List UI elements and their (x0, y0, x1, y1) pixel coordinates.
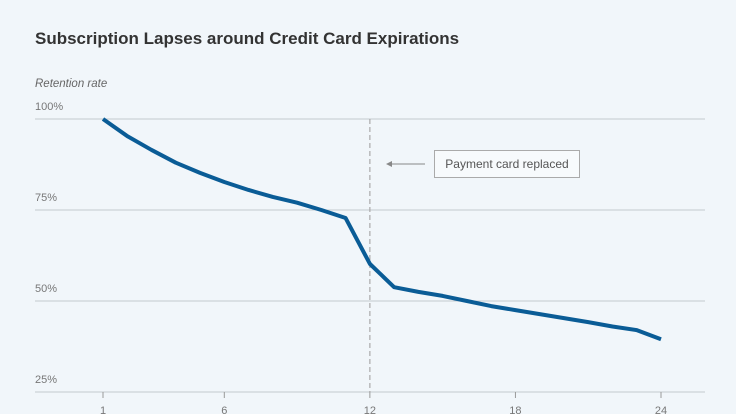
y-axis-label: Retention rate (35, 78, 108, 90)
x-tick-label: 12 (364, 405, 376, 414)
annotation-label: Payment card replaced (434, 150, 580, 178)
y-tick-label: 75% (35, 192, 57, 204)
x-tick-label: 24 (655, 405, 667, 414)
x-tick-label: 6 (221, 405, 227, 414)
series-line (101, 117, 662, 342)
x-tick-label: 18 (509, 405, 521, 414)
y-tick-label: 25% (35, 374, 57, 386)
y-tick-label: 100% (35, 101, 63, 113)
chart-title: Subscription Lapses around Credit Card E… (35, 29, 460, 48)
x-tick-label: 1 (100, 405, 106, 414)
annotation-arrowhead-icon (386, 161, 392, 167)
y-tick-label: 50% (35, 283, 57, 295)
